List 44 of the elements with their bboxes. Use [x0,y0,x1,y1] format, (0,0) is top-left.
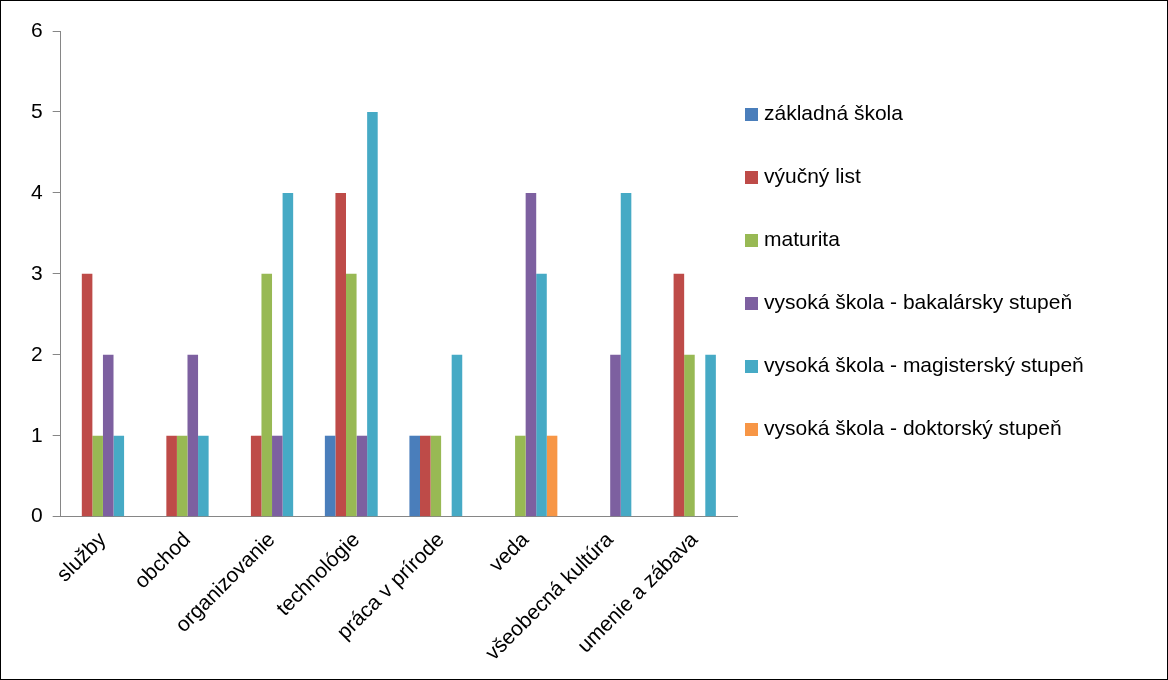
bar [187,354,199,517]
bar [409,435,420,517]
bar [546,435,558,517]
bar [673,273,685,517]
bar [250,435,262,517]
bar [272,435,283,517]
bar [198,435,209,517]
legend-label: maturita [764,227,840,251]
bar [346,273,357,517]
legend-label: výučný list [764,164,861,188]
bar [176,435,188,517]
bar [166,435,177,517]
bar [536,273,547,517]
bar [610,354,621,517]
y-tick-label: 5 [30,98,43,122]
bar [324,435,336,517]
legend-label: vysoká škola - magisterský stupeň [764,353,1084,377]
bar [335,192,346,517]
bar [92,435,103,517]
legend-label: vysoká škola - bakalársky stupeň [764,290,1073,314]
bar [525,192,537,517]
legend-label: základná škola [764,101,903,125]
y-tick-label: 2 [30,341,43,365]
bar [430,435,442,517]
y-tick-label: 0 [30,503,43,527]
bar [113,435,125,517]
bar [705,354,716,517]
bar [620,192,632,517]
bar [367,111,378,517]
legend-label: vysoká škola - doktorský stupeň [764,416,1062,440]
bar [451,354,463,517]
bar [102,354,114,517]
bar [261,273,273,517]
y-tick-label: 1 [30,422,43,446]
bar [419,435,431,517]
y-tick-label: 6 [30,17,43,41]
y-tick-label: 4 [30,179,43,203]
x-tick-label: veda [484,527,533,576]
bar [515,435,526,517]
bar [282,192,294,517]
bar [356,435,368,517]
bar [81,273,93,517]
bar [684,354,695,517]
y-tick-label: 3 [30,260,43,284]
